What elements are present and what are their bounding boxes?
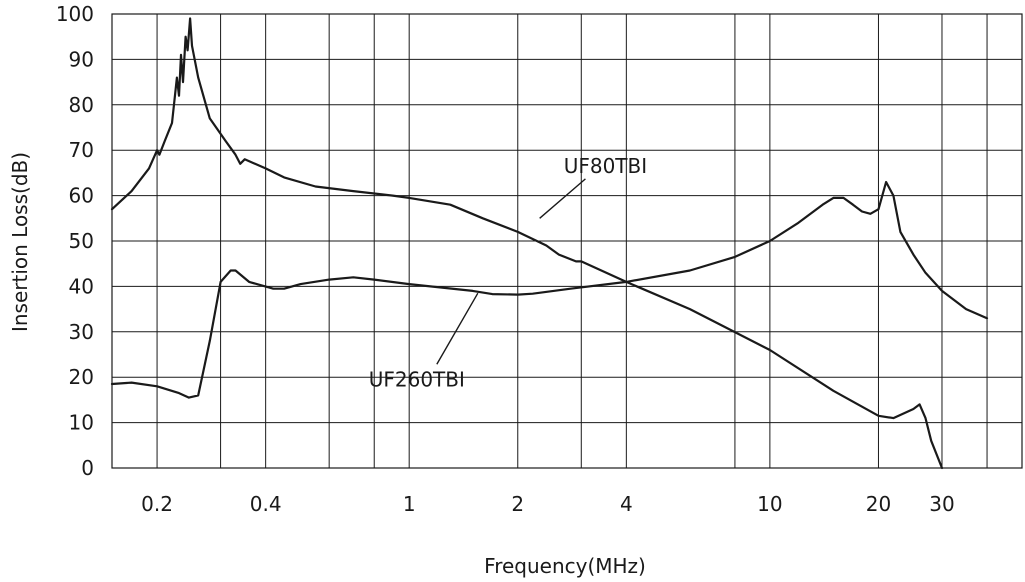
y-tick-label: 0 <box>81 456 94 480</box>
y-tick-label: 70 <box>69 138 94 162</box>
series-line-uf260tbi <box>110 180 989 399</box>
x-tick-label: 0.4 <box>250 492 282 516</box>
x-tick-label: 30 <box>929 492 954 516</box>
x-tick-label: 2 <box>511 492 524 516</box>
plot-frame <box>111 13 1023 469</box>
series-group <box>110 17 989 470</box>
series-label-uf80tbi: UF80TBI <box>564 154 647 178</box>
x-tick-label: 4 <box>620 492 633 516</box>
label-leader-line <box>539 178 586 219</box>
series-annotations: UF80TBI UF260TBI <box>369 154 647 391</box>
y-tick-label: 80 <box>69 93 94 117</box>
y-tick-label: 30 <box>69 320 94 344</box>
x-tick-label: 1 <box>403 492 416 516</box>
label-leader-line <box>436 292 479 365</box>
y-tick-labels: 0 10 20 30 40 50 60 70 80 90 100 <box>56 2 94 480</box>
plot-border <box>111 13 1023 469</box>
x-tick-label: 0.2 <box>141 492 173 516</box>
y-tick-label: 60 <box>69 184 94 208</box>
y-tick-label: 20 <box>69 365 94 389</box>
x-tick-label: 10 <box>757 492 782 516</box>
series-line-uf80tbi <box>110 17 944 470</box>
grid <box>112 13 1022 468</box>
y-tick-label: 90 <box>69 47 94 71</box>
y-tick-label: 50 <box>69 229 94 253</box>
y-tick-label: 40 <box>69 274 94 298</box>
series-label-uf260tbi: UF260TBI <box>369 367 465 391</box>
x-axis-label: Frequency(MHz) <box>484 554 646 578</box>
y-axis-label: Insertion Loss(dB) <box>8 152 32 332</box>
y-tick-label: 10 <box>69 411 94 435</box>
y-tick-label: 100 <box>56 2 94 26</box>
x-tick-label: 20 <box>866 492 891 516</box>
x-tick-labels: 0.2 0.4 1 2 4 10 20 30 <box>141 492 955 516</box>
